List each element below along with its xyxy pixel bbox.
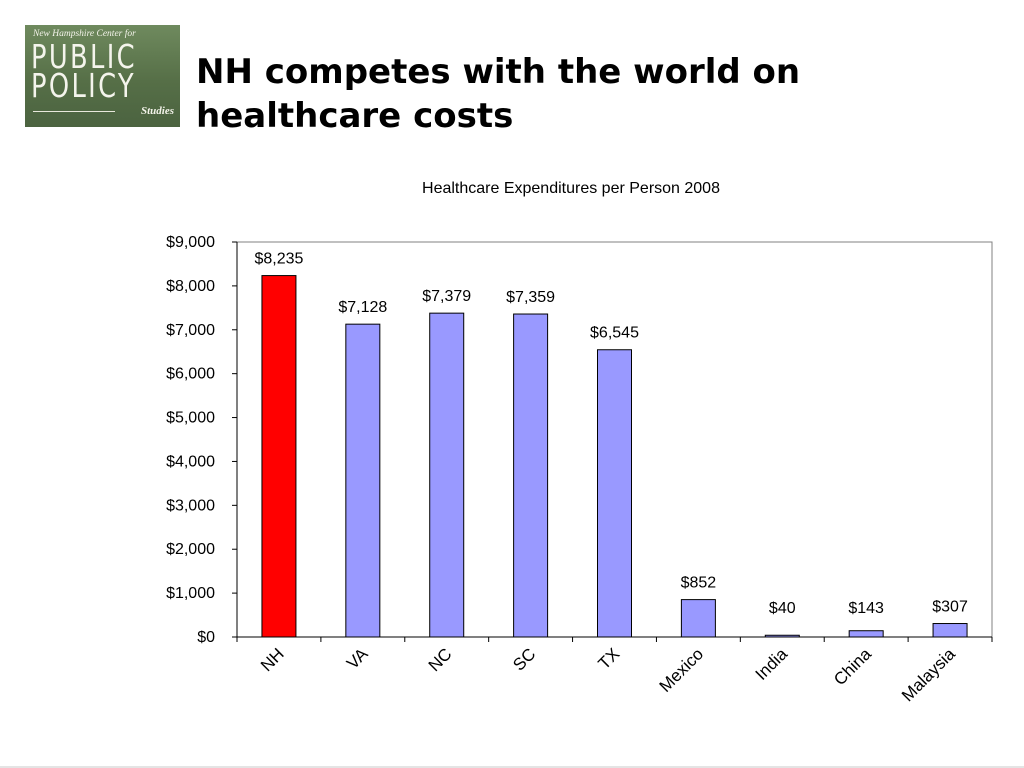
slide-title: NH competes with the world on healthcare…: [196, 52, 801, 136]
data-label: $307: [932, 599, 968, 616]
y-tick-label: $9,000: [166, 234, 215, 251]
data-label: $143: [848, 600, 884, 617]
x-tick-label: Mexico: [656, 644, 708, 696]
logo-word-public: PUBLIC: [31, 37, 137, 76]
x-tick-label: NC: [425, 644, 456, 675]
x-axis: NH VA NC SC TX Mexico India China Malaysia: [236, 636, 993, 705]
organization-logo: New Hampshire Center for PUBLIC POLICY S…: [25, 25, 180, 127]
data-label: $852: [681, 575, 717, 592]
x-tick-label: TX: [595, 644, 624, 673]
data-labels: $8,235 $7,128 $7,379 $7,359 $6,545 $852 $40 $14…: [254, 251, 967, 617]
bar-mexico: [680, 599, 716, 638]
data-label: $40: [769, 600, 796, 617]
x-tick-label: SC: [509, 644, 539, 674]
y-tick-label: $1,000: [166, 585, 215, 602]
logo-small-text: New Hampshire Center for: [33, 29, 136, 39]
data-label: $7,379: [422, 288, 471, 305]
y-tick-label: $4,000: [166, 453, 215, 470]
x-tick-label: Malaysia: [898, 644, 959, 705]
x-tick-label: VA: [343, 644, 372, 673]
footer-divider: [0, 766, 1024, 768]
chart-title: Healthcare Expenditures per Person 2008: [422, 180, 720, 197]
bar-nh: [261, 275, 297, 638]
y-tick-label: $8,000: [166, 278, 215, 295]
y-tick-label: $6,000: [166, 366, 215, 383]
data-label: $7,128: [338, 299, 387, 316]
y-tick-label: $0: [197, 629, 215, 646]
bar-india: [764, 634, 800, 638]
logo-word-studies: Studies: [140, 105, 174, 117]
y-axis: $0 $1,000 $2,000 $3,000 $4,000 $5,000 $6,000 $7…: [166, 234, 238, 646]
bar-nc: [429, 312, 465, 638]
x-tick-label: NH: [257, 644, 288, 675]
bar-va: [345, 323, 381, 638]
logo-word-policy: POLICY: [31, 66, 137, 105]
bars: [261, 275, 968, 638]
data-label: $6,545: [590, 325, 639, 342]
bar-sc: [513, 313, 549, 638]
data-label: $7,359: [506, 289, 555, 306]
x-tick-label: China: [830, 644, 875, 689]
logo-rule: [33, 111, 115, 112]
data-label: $8,235: [254, 251, 303, 268]
y-tick-label: $5,000: [166, 410, 215, 427]
bar-china: [848, 630, 884, 638]
x-tick-label: India: [752, 644, 792, 684]
bar-tx: [597, 349, 632, 638]
y-tick-label: $2,000: [166, 541, 215, 558]
y-tick-label: $7,000: [166, 322, 215, 339]
y-tick-label: $3,000: [166, 497, 215, 514]
bar-malaysia: [932, 623, 968, 638]
